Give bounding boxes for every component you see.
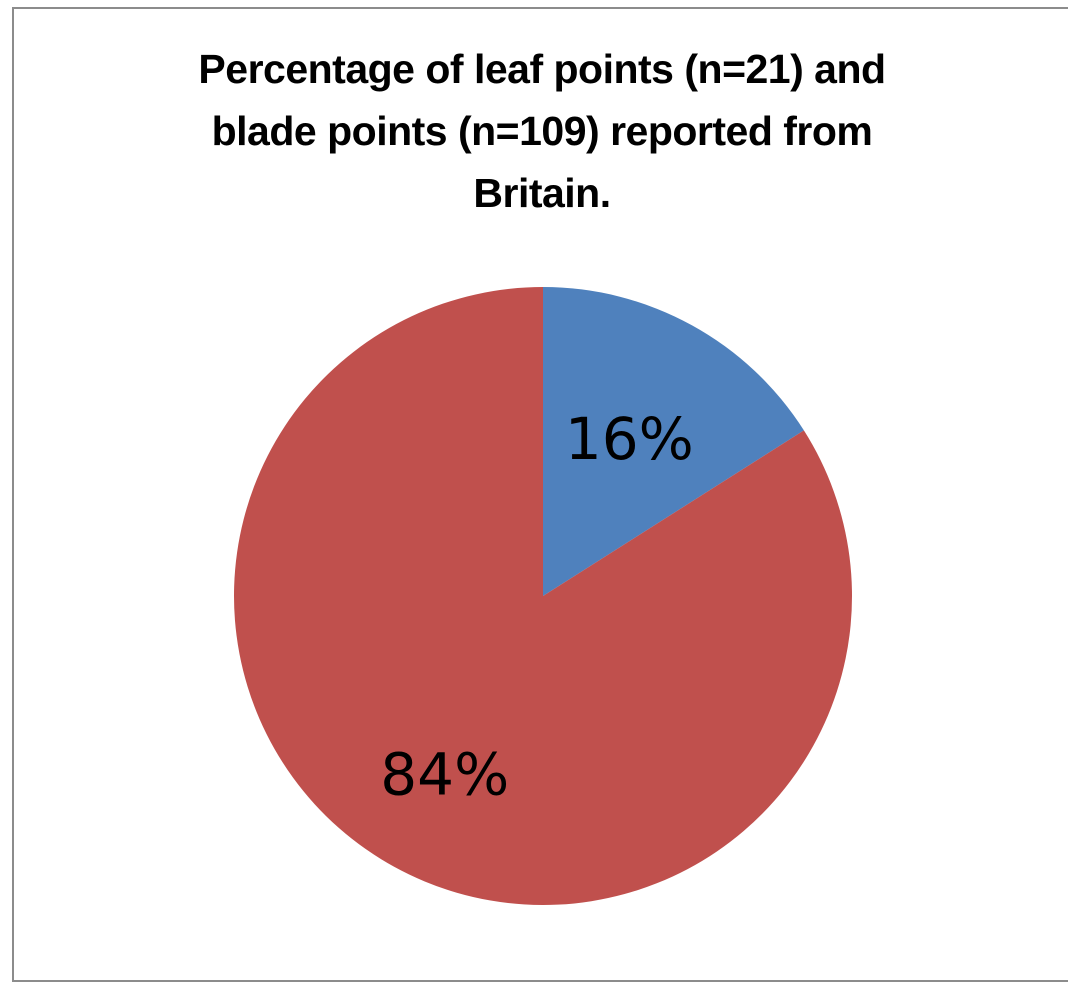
chart-title: Percentage of leaf points (n=21) and bla… — [0, 38, 1068, 224]
pie-slice-label-2: 84% — [380, 741, 509, 809]
pie-slice-label-1: 16% — [565, 405, 694, 473]
chart-title-line-2: blade points (n=109) reported from — [211, 108, 873, 154]
chart-title-line-1: Percentage of leaf points (n=21) and — [198, 46, 886, 92]
pie-slice-2 — [234, 287, 852, 906]
chart-title-line-3: Britain. — [473, 170, 611, 216]
pie-slice-1 — [543, 287, 804, 596]
